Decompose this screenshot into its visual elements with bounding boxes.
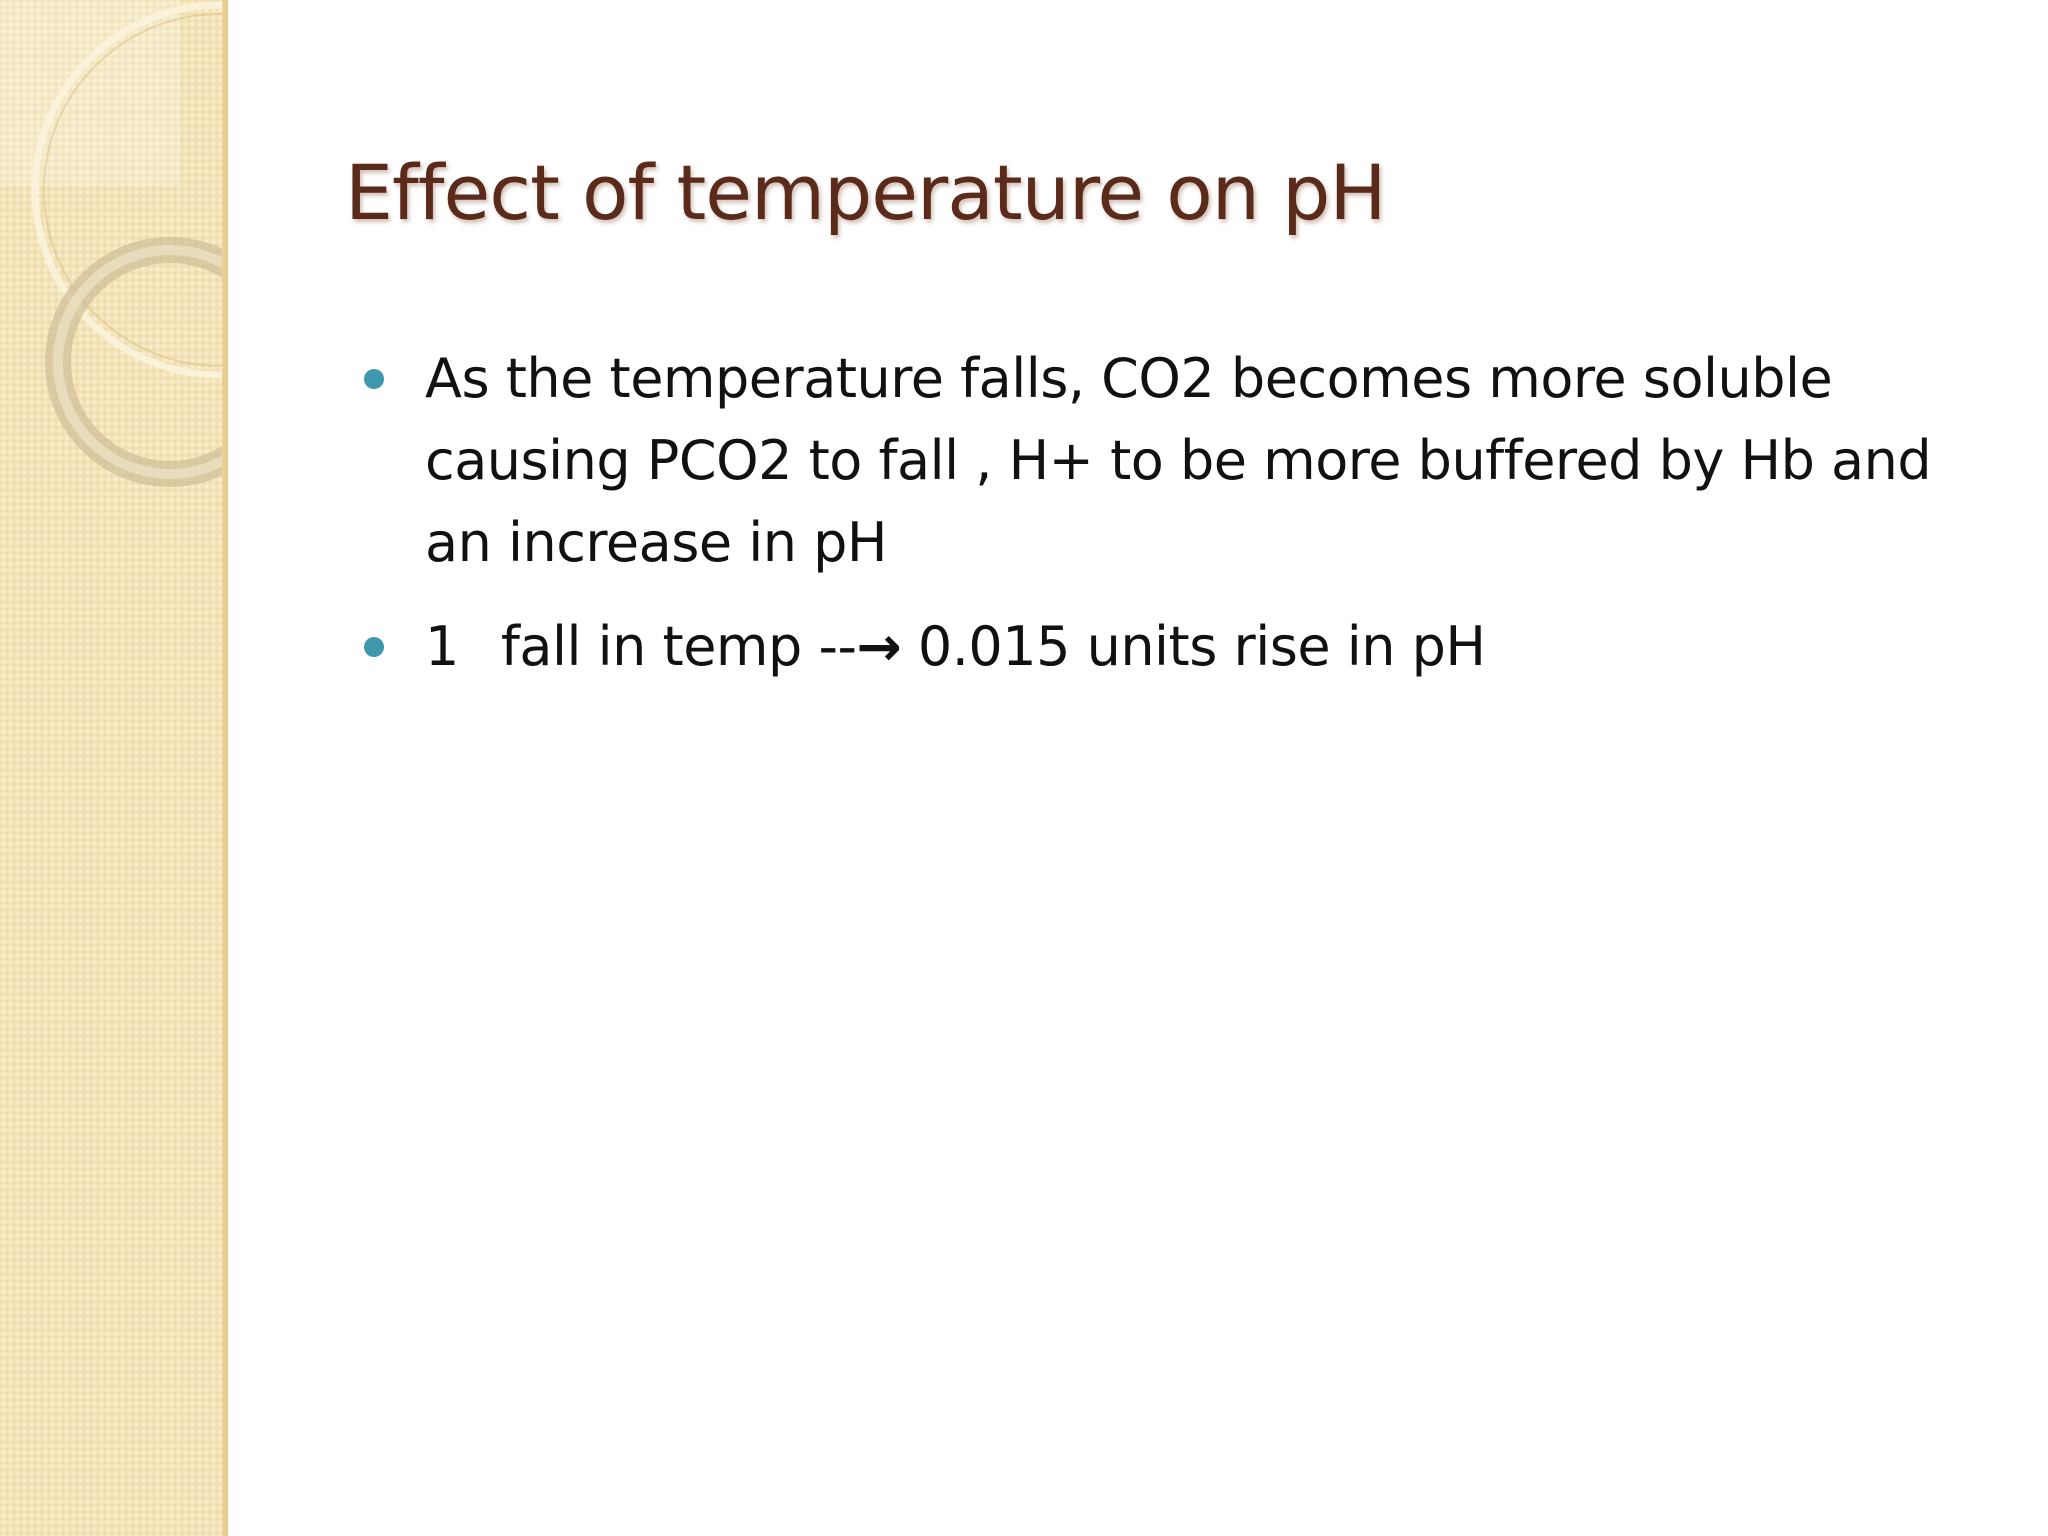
bullet-text: As the temperature falls, CO2 becomes mo… (425, 347, 1932, 574)
bullet-dot-icon (364, 369, 384, 389)
decorative-rings (0, 0, 228, 487)
right-arrow-icon: → (856, 615, 902, 678)
bullet-list: As the temperature falls, CO2 becomes mo… (350, 338, 1990, 710)
bullet-number: 1 (425, 615, 459, 678)
sidebar-edge (222, 0, 228, 1536)
bullet-item: As the temperature falls, CO2 becomes mo… (350, 338, 1990, 584)
bullet-dot-icon (364, 637, 384, 657)
bullet-item: 1 fall in temp --→ 0.015 units rise in pH (350, 606, 1990, 688)
bullet-pre-arrow-text: fall in temp -- (500, 615, 857, 678)
bullet-post-arrow-text: 0.015 units rise in pH (901, 615, 1486, 678)
slide-title: Effect of temperature on pH (345, 148, 1387, 237)
decorative-sidebar (0, 0, 228, 1536)
